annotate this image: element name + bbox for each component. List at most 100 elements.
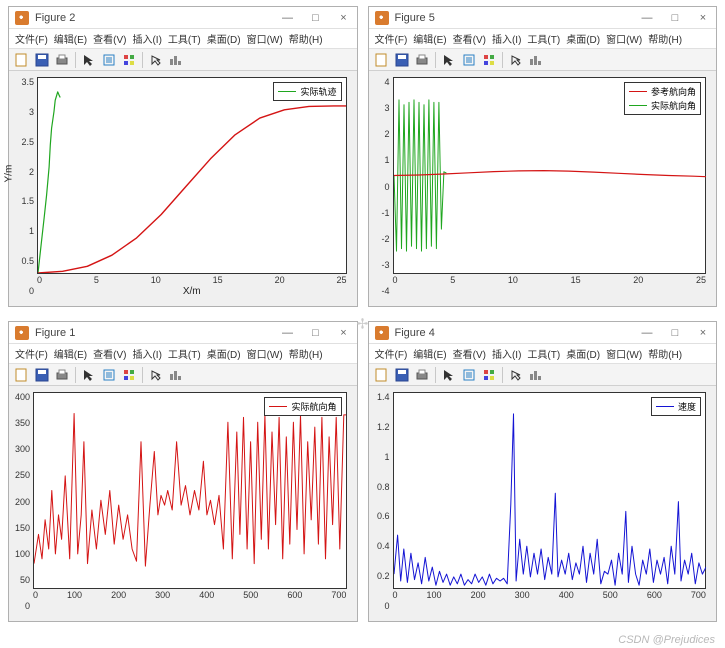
menu-item[interactable]: 文件(F) xyxy=(15,346,48,361)
window-title: Figure 5 xyxy=(395,12,641,24)
tool-list-icon[interactable] xyxy=(100,51,118,69)
maximize-button[interactable]: □ xyxy=(309,12,323,24)
tool-new-icon[interactable] xyxy=(13,51,31,69)
tool-cursor-icon[interactable] xyxy=(440,366,458,384)
tool-cursor-icon[interactable] xyxy=(80,366,98,384)
ytick: 0 xyxy=(25,601,30,611)
menu-item[interactable]: 编辑(E) xyxy=(54,31,87,46)
ytick: 0 xyxy=(384,182,389,192)
menu-item[interactable]: 窗口(W) xyxy=(606,31,642,46)
tool-palette-icon[interactable] xyxy=(480,366,498,384)
ytick: 100 xyxy=(15,549,30,559)
titlebar: Figure 2 — □ × xyxy=(9,7,357,29)
menu-item[interactable]: 帮助(H) xyxy=(289,346,323,361)
tool-print-icon[interactable] xyxy=(413,366,431,384)
menu-item[interactable]: 查看(V) xyxy=(453,346,486,361)
tool-new-icon[interactable] xyxy=(373,366,391,384)
menu-item[interactable]: 帮助(H) xyxy=(648,346,682,361)
menu-item[interactable]: 插入(I) xyxy=(492,31,521,46)
menu-item[interactable]: 文件(F) xyxy=(15,31,48,46)
close-button[interactable]: × xyxy=(696,12,710,24)
tool-new-icon[interactable] xyxy=(373,51,391,69)
menu-item[interactable]: 桌面(D) xyxy=(207,31,241,46)
tool-bars-icon[interactable] xyxy=(167,51,185,69)
window-title: Figure 4 xyxy=(395,327,641,339)
menu-item[interactable]: 文件(F) xyxy=(375,31,408,46)
maximize-button[interactable]: □ xyxy=(309,327,323,339)
minimize-button[interactable]: — xyxy=(640,12,654,24)
app-icon xyxy=(15,11,29,25)
tool-cursor-icon[interactable] xyxy=(440,51,458,69)
menubar: 文件(F) 编辑(E) 查看(V) 插入(I) 工具(T) 桌面(D) 窗口(W) 帮助(H) xyxy=(9,29,357,49)
menu-item[interactable]: 编辑(E) xyxy=(54,346,87,361)
tool-palette-icon[interactable] xyxy=(120,51,138,69)
ytick: -3 xyxy=(381,260,389,270)
xtick: 400 xyxy=(199,590,214,601)
axes: 速度 xyxy=(393,392,707,589)
tool-bars-icon[interactable] xyxy=(167,366,185,384)
xtick: 15 xyxy=(213,275,223,286)
tool-palette-icon[interactable] xyxy=(480,51,498,69)
menu-item[interactable]: 文件(F) xyxy=(375,346,408,361)
menu-item[interactable]: 工具(T) xyxy=(168,31,201,46)
menu-item[interactable]: 工具(T) xyxy=(527,31,560,46)
tool-list-icon[interactable] xyxy=(460,51,478,69)
tool-new-icon[interactable] xyxy=(13,366,31,384)
maximize-button[interactable]: □ xyxy=(668,12,682,24)
maximize-button[interactable]: □ xyxy=(668,327,682,339)
menu-item[interactable]: 查看(V) xyxy=(93,31,126,46)
xtick: 700 xyxy=(331,590,346,601)
app-icon xyxy=(15,326,29,340)
tool-bars-icon[interactable] xyxy=(527,51,545,69)
menu-item[interactable]: 查看(V) xyxy=(453,31,486,46)
menu-item[interactable]: 编辑(E) xyxy=(413,346,446,361)
tool-save-icon[interactable] xyxy=(33,366,51,384)
titlebar: Figure 1 — □ × xyxy=(9,322,357,344)
menu-item[interactable]: 查看(V) xyxy=(93,346,126,361)
xtick: 300 xyxy=(515,590,530,601)
tool-arrow-icon[interactable] xyxy=(507,366,525,384)
menu-item[interactable]: 帮助(H) xyxy=(289,31,323,46)
tool-save-icon[interactable] xyxy=(393,51,411,69)
menu-item[interactable]: 工具(T) xyxy=(168,346,201,361)
tool-save-icon[interactable] xyxy=(33,51,51,69)
tool-bars-icon[interactable] xyxy=(527,366,545,384)
menu-item[interactable]: 桌面(D) xyxy=(566,31,600,46)
tool-print-icon[interactable] xyxy=(53,366,71,384)
menu-item[interactable]: 插入(I) xyxy=(492,346,521,361)
tool-arrow-icon[interactable] xyxy=(147,51,165,69)
menu-item[interactable]: 插入(I) xyxy=(132,346,161,361)
minimize-button[interactable]: — xyxy=(281,12,295,24)
tool-print-icon[interactable] xyxy=(413,51,431,69)
tool-arrow-icon[interactable] xyxy=(147,366,165,384)
close-button[interactable]: × xyxy=(337,327,351,339)
close-button[interactable]: × xyxy=(337,12,351,24)
menu-item[interactable]: 窗口(W) xyxy=(606,346,642,361)
menu-item[interactable]: 编辑(E) xyxy=(413,31,446,46)
tool-palette-icon[interactable] xyxy=(120,366,138,384)
tool-cursor-icon[interactable] xyxy=(80,51,98,69)
tool-print-icon[interactable] xyxy=(53,51,71,69)
tool-save-icon[interactable] xyxy=(393,366,411,384)
close-button[interactable]: × xyxy=(696,327,710,339)
menu-item[interactable]: 窗口(W) xyxy=(247,31,283,46)
tool-list-icon[interactable] xyxy=(100,366,118,384)
legend: 实际轨迹 xyxy=(273,82,341,101)
ytick: 1.4 xyxy=(377,392,390,402)
minimize-button[interactable]: — xyxy=(281,327,295,339)
menu-item[interactable]: 工具(T) xyxy=(527,346,560,361)
ytick: 200 xyxy=(15,497,30,507)
menu-item[interactable]: 插入(I) xyxy=(132,31,161,46)
plot-area: 400350300250200150100500 实际航向角 010020030… xyxy=(9,386,357,621)
menu-item[interactable]: 桌面(D) xyxy=(207,346,241,361)
menu-item[interactable]: 帮助(H) xyxy=(648,31,682,46)
xtick: 500 xyxy=(603,590,618,601)
tool-list-icon[interactable] xyxy=(460,366,478,384)
xlabel: X/m xyxy=(37,286,347,296)
crosshair-decoration: ✢ xyxy=(357,316,369,333)
xtick: 25 xyxy=(336,275,346,286)
menu-item[interactable]: 桌面(D) xyxy=(566,346,600,361)
tool-arrow-icon[interactable] xyxy=(507,51,525,69)
minimize-button[interactable]: — xyxy=(640,327,654,339)
menu-item[interactable]: 窗口(W) xyxy=(247,346,283,361)
